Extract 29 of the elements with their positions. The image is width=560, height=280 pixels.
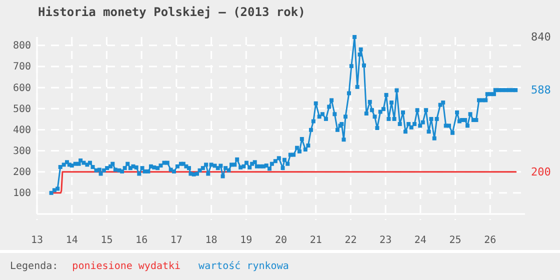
y-tick-label: 200 <box>12 167 31 178</box>
y-tick-label: 600 <box>12 82 31 94</box>
text: wartość rynkowa <box>198 260 289 272</box>
x-tick-label: 25 <box>449 235 462 246</box>
x-tick-label: 15 <box>100 235 113 246</box>
chart-title: Historia monety Polskiej – (2013 rok) <box>38 5 306 19</box>
y2-tick-label: 588 <box>531 84 551 97</box>
y2-tick-label: 840 <box>531 30 551 44</box>
x-tick-label: 17 <box>170 235 182 246</box>
x-tick-label: 20 <box>274 235 288 246</box>
y-tick-label: 100 <box>12 188 31 200</box>
y2-tick-label: 200 <box>531 165 551 178</box>
x-tick-label: 26 <box>484 235 496 246</box>
y-tick-label: 700 <box>12 62 31 73</box>
x-tick-label: 19 <box>240 235 252 246</box>
legend-title: Legenda: <box>10 261 58 272</box>
x-tick-label: 16 <box>136 235 148 246</box>
y-tick-label: 500 <box>12 104 31 115</box>
y-tick-label: 800 <box>12 40 31 52</box>
x-tick-label: 24 <box>414 235 426 246</box>
y-tick-label: 300 <box>12 146 31 157</box>
x-tick-label: 14 <box>66 235 78 246</box>
y-tick-label: 400 <box>12 124 31 136</box>
x-tick-label: 21 <box>310 235 322 246</box>
x-tick-label: 23 <box>380 235 392 246</box>
x-tick-label: 18 <box>205 235 218 246</box>
text: poniesione wydatki <box>72 261 181 272</box>
x-tick-label: 22 <box>344 235 357 246</box>
x-tick-label: 13 <box>30 235 44 246</box>
